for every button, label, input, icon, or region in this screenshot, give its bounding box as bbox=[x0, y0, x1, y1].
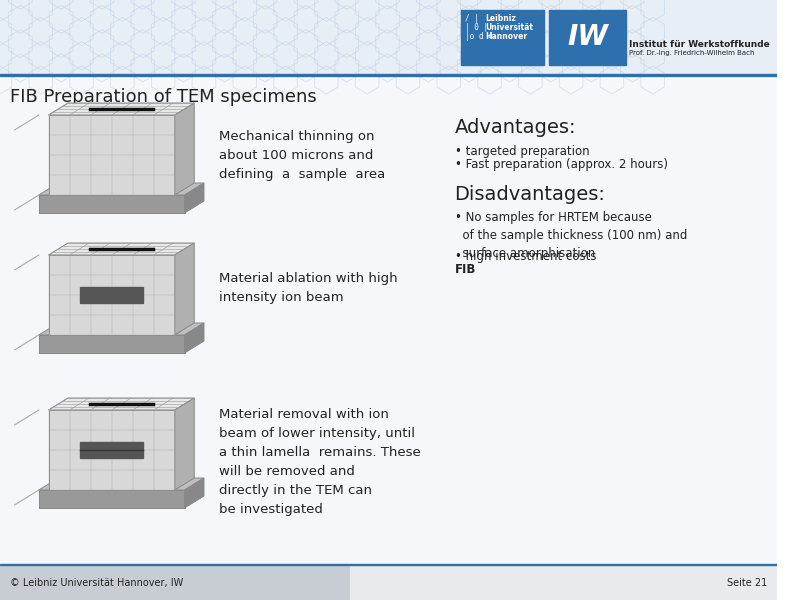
Bar bbox=[0, 79, 777, 565]
Polygon shape bbox=[39, 478, 204, 490]
Text: Material removal with ion
beam of lower intensity, until
a thin lamella  remains: Material removal with ion beam of lower … bbox=[218, 408, 420, 516]
Text: Seite 21: Seite 21 bbox=[727, 578, 767, 588]
Bar bbox=[350, 565, 777, 600]
Text: • Fast preparation (approx. 2 hours): • Fast preparation (approx. 2 hours) bbox=[454, 158, 667, 171]
Text: | 0 |: | 0 | bbox=[466, 23, 488, 32]
Text: IW: IW bbox=[567, 23, 608, 51]
Text: FIB: FIB bbox=[454, 263, 476, 276]
Polygon shape bbox=[185, 183, 204, 213]
Polygon shape bbox=[39, 195, 185, 213]
Polygon shape bbox=[49, 398, 194, 410]
Polygon shape bbox=[49, 115, 175, 195]
Text: Hannover: Hannover bbox=[486, 32, 528, 41]
Polygon shape bbox=[175, 103, 194, 195]
Text: Material ablation with high
intensity ion beam: Material ablation with high intensity io… bbox=[218, 272, 397, 304]
Text: Mechanical thinning on
about 100 microns and
defining  a  sample  area: Mechanical thinning on about 100 microns… bbox=[218, 130, 385, 181]
Text: / |: / | bbox=[466, 14, 479, 23]
Polygon shape bbox=[185, 323, 204, 353]
Text: Advantages:: Advantages: bbox=[454, 118, 576, 137]
Polygon shape bbox=[175, 243, 194, 335]
Bar bbox=[0, 565, 350, 600]
Bar bbox=[0, 0, 777, 75]
Text: Universität: Universität bbox=[486, 23, 534, 32]
Polygon shape bbox=[175, 398, 194, 490]
Text: Leibniz: Leibniz bbox=[486, 14, 517, 23]
Polygon shape bbox=[39, 183, 204, 195]
Bar bbox=[0, 74, 777, 76]
Text: FIB Preparation of TEM specimens: FIB Preparation of TEM specimens bbox=[10, 88, 317, 106]
Text: © Leibniz Universität Hannover, IW: © Leibniz Universität Hannover, IW bbox=[10, 578, 183, 588]
Bar bbox=[80, 442, 143, 458]
Text: Disadvantages:: Disadvantages: bbox=[454, 185, 606, 204]
Polygon shape bbox=[49, 255, 175, 335]
Polygon shape bbox=[49, 410, 175, 490]
Polygon shape bbox=[39, 335, 185, 353]
Text: |o d 4: |o d 4 bbox=[466, 32, 493, 41]
Polygon shape bbox=[185, 478, 204, 508]
Bar bbox=[462, 10, 544, 65]
Polygon shape bbox=[49, 103, 194, 115]
Text: • high investment costs: • high investment costs bbox=[454, 250, 596, 263]
Polygon shape bbox=[39, 323, 204, 335]
Text: • No samples for HRTEM because
  of the sample thickness (100 nm) and
  surface : • No samples for HRTEM because of the sa… bbox=[454, 211, 687, 260]
Polygon shape bbox=[49, 243, 194, 255]
Text: Institut für Werkstoffkunde: Institut für Werkstoffkunde bbox=[630, 40, 770, 49]
Text: Prof. Dr.-Ing. Friedrich-Wilhelm Bach: Prof. Dr.-Ing. Friedrich-Wilhelm Bach bbox=[630, 50, 755, 56]
Text: • targeted preparation: • targeted preparation bbox=[454, 145, 589, 158]
Bar bbox=[549, 10, 626, 65]
Bar bbox=[80, 287, 143, 303]
Bar bbox=[0, 563, 777, 565]
Polygon shape bbox=[39, 490, 185, 508]
